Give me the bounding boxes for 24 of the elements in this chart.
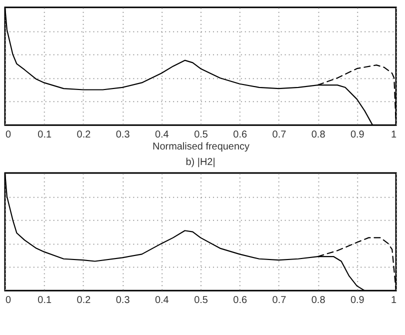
x-tick-label: 0.8: [311, 295, 326, 306]
x-tick-label: 0.9: [350, 130, 365, 141]
x-tick-label: 0: [5, 130, 12, 141]
x-tick-label: 1: [390, 295, 397, 306]
x-tick-label: 0.4: [154, 130, 170, 141]
x-axis-title: Normalised frequency: [152, 142, 250, 153]
x-tick-label: 0.3: [116, 295, 130, 306]
x-tick-label: 1: [390, 130, 397, 141]
x-tick-label: 0.2: [76, 295, 92, 306]
x-tick-label: 0.9: [350, 295, 365, 306]
x-tick-label: 0.5: [194, 130, 208, 141]
x-tick-label: 0.6: [233, 295, 248, 306]
x-tick-label: 0.1: [38, 130, 52, 141]
x-tick-label: 0.2: [76, 130, 92, 141]
x-tick-label: 0.3: [116, 130, 130, 141]
chart-title: b) |H2|: [186, 156, 216, 168]
x-tick-label: 0.8: [311, 130, 326, 141]
x-tick-label: 0.6: [233, 130, 248, 141]
x-tick-label: 0: [5, 295, 12, 306]
x-tick-label: 0.7: [272, 130, 287, 141]
x-tick-label: 0.7: [272, 295, 287, 306]
x-tick-label: 0.1: [38, 295, 52, 306]
x-tick-label: 0.4: [154, 295, 170, 306]
x-tick-label: 0.5: [194, 295, 208, 306]
